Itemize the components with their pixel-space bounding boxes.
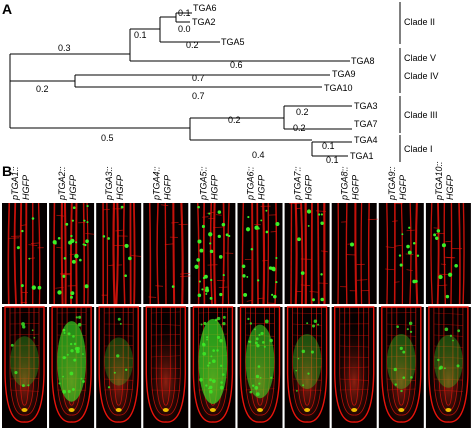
construct-label: pTGA5::	[198, 166, 208, 201]
branch-length-labels: 0.1 0.0 0.1 0.2 0.3 0.6 0.7 0.7 0.2 0.2 …	[36, 8, 339, 165]
construct-label: pTGA6::	[246, 166, 256, 201]
clade-label: Clade V	[404, 53, 436, 63]
construct-label: pTGA2::	[57, 166, 67, 201]
leaf-label: TGA9	[332, 69, 356, 79]
root-tip-image	[143, 306, 189, 428]
root-elongation-image	[284, 202, 330, 305]
leaf-label: TGA2	[192, 17, 216, 27]
construct-label: pTGA3::	[104, 166, 114, 201]
branch-length-label: 0.7	[192, 91, 205, 101]
root-tip-image	[331, 306, 377, 428]
leaf-label: TGA1	[350, 151, 374, 161]
branch-length-label: 0.1	[178, 8, 191, 18]
clade-label: Clade II	[404, 17, 435, 27]
panel-b-label: B	[2, 163, 12, 179]
branch-length-label: 0.5	[101, 133, 114, 143]
root-elongation-image	[378, 202, 424, 305]
root-tip-image	[96, 306, 142, 428]
branch-length-label: 0.7	[192, 73, 205, 83]
branch-length-label: 0.2	[228, 115, 241, 125]
construct-label: HGFP	[351, 175, 361, 200]
construct-label: pTGA1::	[10, 166, 20, 201]
root-elongation-image	[143, 202, 191, 305]
construct-label: pTGA8::	[340, 166, 350, 201]
root-tip-image	[49, 306, 95, 428]
construct-label: pTGA7::	[293, 166, 303, 201]
construct-label: HGFP	[209, 175, 219, 200]
root-elongation-image	[49, 202, 95, 305]
clade-label: Clade IV	[404, 71, 439, 81]
root-elongation-image	[425, 202, 471, 305]
root-tip-image	[378, 306, 424, 428]
construct-label: pTGA9::	[387, 166, 397, 201]
root-elongation-image	[190, 202, 236, 305]
panel-a-label: A	[2, 1, 12, 17]
construct-label: HGFP	[162, 175, 172, 200]
construct-label: HGFP	[21, 175, 31, 200]
clade-label: Clade I	[404, 144, 433, 154]
microscopy-panel: pTGA1:: HGFP pTGA2:: HGFP pTGA3:: HGFP pTGA4::…	[2, 161, 471, 428]
branch-length-label: 0.6	[230, 60, 243, 70]
root-tip-image	[2, 306, 47, 428]
construct-label: HGFP	[115, 175, 125, 200]
branch-length-label: 0.1	[134, 30, 147, 40]
leaf-label: TGA3	[354, 101, 378, 111]
leaf-label: TGA6	[193, 3, 217, 13]
branch-length-label: 0.2	[186, 40, 199, 50]
construct-label: HGFP	[445, 175, 455, 200]
root-tip-image	[284, 306, 330, 428]
root-tip-image	[425, 306, 471, 428]
branch-length-label: 0.2	[36, 84, 49, 94]
branch-length-label: 0.4	[252, 150, 265, 160]
leaf-label: TGA4	[354, 135, 378, 145]
root-elongation-image	[237, 202, 283, 305]
construct-label: pTGA10::	[434, 161, 444, 201]
phylogenetic-tree	[9, 12, 352, 157]
construct-label: HGFP	[68, 175, 78, 200]
clade-label: Clade III	[404, 110, 438, 120]
root-elongation-image	[96, 202, 142, 305]
clade-brackets: Clade II Clade V Clade IV Clade III Clad…	[399, 2, 439, 162]
leaf-label: TGA10	[324, 83, 353, 93]
root-elongation-image	[331, 202, 378, 305]
construct-label: HGFP	[257, 175, 267, 200]
leaf-label: TGA8	[351, 56, 375, 66]
branch-length-label: 0.1	[326, 155, 339, 165]
branch-length-label: 0.3	[58, 43, 71, 53]
root-tip-image	[190, 306, 236, 428]
branch-length-label: 0.1	[322, 141, 335, 151]
leaf-label: TGA7	[354, 119, 378, 129]
construct-label: HGFP	[304, 175, 314, 200]
root-elongation-image	[2, 202, 47, 305]
leaf-label: TGA5	[221, 37, 245, 47]
root-tip-image	[237, 306, 283, 428]
branch-length-label: 0.2	[293, 123, 306, 133]
leaf-labels: TGA6 TGA2 TGA5 TGA8 TGA9 TGA10 TGA3 TGA7…	[192, 3, 378, 161]
branch-length-label: 0.2	[296, 107, 309, 117]
construct-label: pTGA4::	[151, 166, 161, 201]
branch-length-label: 0.0	[178, 24, 191, 34]
construct-label: HGFP	[398, 175, 408, 200]
